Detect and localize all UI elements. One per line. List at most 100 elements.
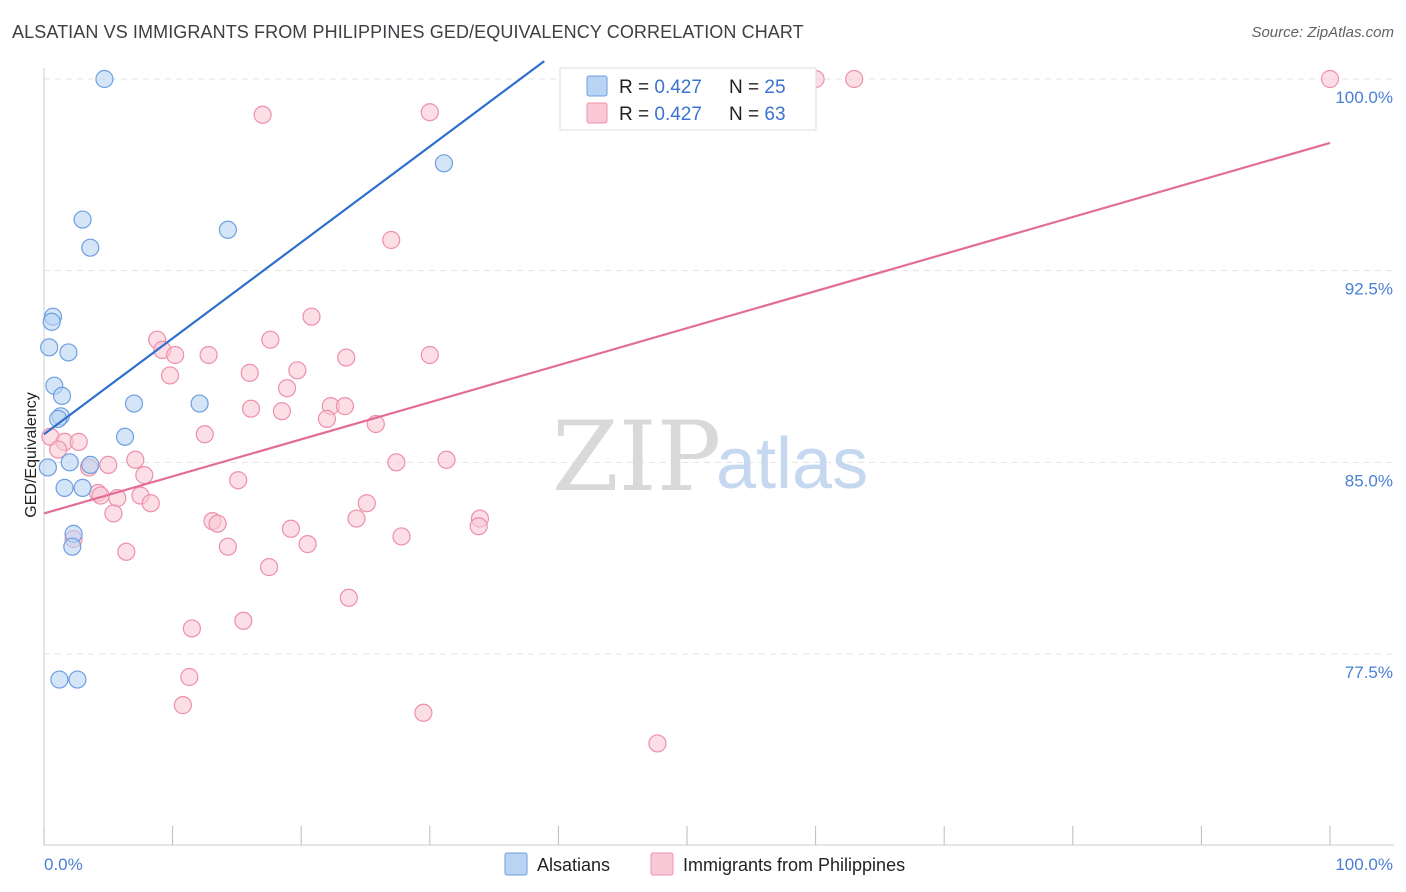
alsatians-point bbox=[49, 409, 68, 428]
watermark-atlas: atlas bbox=[716, 424, 868, 504]
philippines-point bbox=[272, 402, 292, 421]
alsatians-point bbox=[50, 670, 69, 689]
legend-swatch-alsatians bbox=[586, 75, 608, 97]
philippines-point bbox=[392, 527, 411, 546]
alsatians-point bbox=[73, 210, 92, 229]
philippines-point bbox=[135, 466, 154, 485]
philippines-point bbox=[288, 361, 307, 380]
alsatians-point bbox=[68, 670, 87, 689]
philippines-point bbox=[141, 494, 160, 513]
philippines-point bbox=[117, 542, 136, 561]
x-tick-label: 100.0% bbox=[1335, 855, 1393, 874]
philippines-trend-line bbox=[43, 141, 1331, 515]
trend-lines bbox=[43, 60, 1331, 515]
philippines-point bbox=[166, 345, 185, 365]
alsatians-point bbox=[60, 453, 79, 472]
philippines-point bbox=[845, 69, 864, 89]
axes bbox=[43, 68, 1394, 846]
bottom-legend-alsatians: Alsatians bbox=[537, 855, 610, 875]
alsatians-point bbox=[42, 312, 61, 331]
legend-n-value: 25 bbox=[764, 77, 785, 98]
philippines-point bbox=[277, 379, 297, 398]
bottom-legend: Alsatians Immigrants from Philippines bbox=[504, 852, 905, 876]
philippines-point bbox=[469, 517, 488, 536]
philippines-point bbox=[241, 399, 261, 418]
philippines-point bbox=[49, 440, 68, 459]
philippines-point bbox=[387, 453, 406, 472]
alsatians-point bbox=[55, 478, 74, 497]
alsatians-point bbox=[81, 455, 100, 474]
y-tick-label: 77.5% bbox=[1345, 663, 1393, 682]
philippines-point bbox=[180, 667, 199, 687]
alsatians-point bbox=[40, 338, 59, 357]
legend-swatch-philippines bbox=[586, 102, 608, 124]
philippines-point bbox=[126, 450, 145, 469]
bottom-legend-swatch-alsatians bbox=[504, 852, 528, 876]
philippines-point bbox=[298, 535, 317, 554]
philippines-point bbox=[195, 425, 214, 444]
philippines-point bbox=[337, 348, 356, 367]
y-axis-title: GED/Equivalency bbox=[23, 392, 40, 517]
alsatians-point bbox=[63, 537, 82, 556]
philippines-point bbox=[339, 588, 358, 607]
philippines-point bbox=[99, 455, 118, 474]
philippines-point bbox=[173, 696, 192, 715]
alsatians-point bbox=[59, 343, 78, 362]
alsatians-trend-line bbox=[43, 60, 545, 436]
philippines-point bbox=[437, 450, 456, 469]
philippines-point bbox=[1320, 69, 1340, 89]
x-tick-label: 0.0% bbox=[44, 855, 83, 874]
watermark: ZIP atlas bbox=[552, 401, 868, 513]
alsatians-point bbox=[218, 220, 237, 239]
philippines-point bbox=[259, 558, 279, 577]
alsatians-point bbox=[38, 458, 57, 477]
philippines-point bbox=[347, 509, 366, 528]
legend-r-value: 0.427 bbox=[654, 77, 702, 98]
watermark-zip: ZIP bbox=[552, 401, 721, 513]
series-philippines-points bbox=[41, 69, 1340, 753]
philippines-point bbox=[234, 611, 253, 630]
philippines-point bbox=[281, 519, 301, 538]
philippines-point bbox=[420, 103, 439, 122]
philippines-point bbox=[420, 345, 439, 365]
legend-r-value: 0.427 bbox=[654, 104, 702, 125]
x-tick-labels: 0.0% 100.0% bbox=[44, 855, 1393, 874]
philippines-point bbox=[302, 307, 321, 326]
y-tick-label: 85.0% bbox=[1345, 471, 1393, 490]
alsatians-point bbox=[73, 478, 92, 497]
legend-n-value: 63 bbox=[764, 104, 785, 125]
philippines-point bbox=[335, 397, 355, 416]
philippines-point bbox=[182, 619, 201, 638]
philippines-point bbox=[261, 330, 280, 349]
bottom-legend-philippines: Immigrants from Philippines bbox=[683, 855, 905, 875]
philippines-point bbox=[253, 105, 272, 124]
stats-legend: R = 0.427 N = 25 R = 0.427 N = 63 bbox=[559, 67, 817, 131]
source-label: Source: ZipAtlas.com bbox=[1251, 24, 1394, 41]
philippines-point bbox=[414, 703, 433, 722]
legend-row-alsatians: R = 0.427 N = 25 bbox=[619, 77, 786, 98]
alsatians-point bbox=[52, 386, 72, 405]
alsatians-point bbox=[124, 394, 144, 413]
philippines-point bbox=[357, 494, 376, 513]
legend-r-label: R = bbox=[619, 104, 654, 125]
philippines-point bbox=[208, 514, 227, 533]
alsatians-point bbox=[115, 427, 135, 446]
philippines-point bbox=[160, 366, 180, 385]
chart-title: ALSATIAN VS IMMIGRANTS FROM PHILIPPINES … bbox=[12, 22, 804, 42]
philippines-point bbox=[199, 345, 218, 365]
bottom-legend-swatch-philippines bbox=[650, 852, 674, 876]
philippines-point bbox=[317, 409, 337, 428]
alsatians-point bbox=[190, 394, 209, 413]
legend-r-label: R = bbox=[619, 77, 654, 98]
alsatians-point bbox=[95, 69, 114, 89]
alsatians-point bbox=[434, 154, 454, 173]
philippines-point bbox=[69, 432, 88, 451]
series-alsatians-points bbox=[38, 69, 454, 689]
legend-n-label: N = bbox=[729, 104, 764, 125]
philippines-point bbox=[240, 363, 259, 382]
legend-n-label: N = bbox=[729, 77, 764, 98]
philippines-point bbox=[229, 471, 248, 490]
philippines-point bbox=[382, 230, 401, 250]
alsatians-point bbox=[81, 238, 100, 257]
